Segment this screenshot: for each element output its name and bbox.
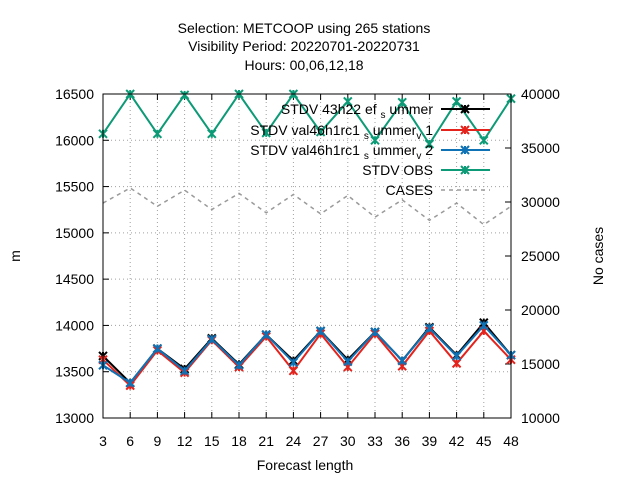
data-point (451, 358, 462, 369)
legend-entry: CASES (386, 182, 490, 198)
legend-marker (460, 145, 470, 155)
data-point (397, 355, 407, 366)
legend-label: STDV OBS (362, 162, 433, 178)
x-tick-label: 6 (126, 433, 134, 449)
data-point (152, 343, 163, 354)
data-point (179, 90, 190, 100)
x-tick-label: 21 (258, 433, 274, 449)
y-tick-label: 13500 (55, 364, 94, 380)
data-point (397, 97, 407, 108)
data-point (479, 320, 489, 331)
x-tick-label: 24 (286, 433, 302, 449)
legend-entry: STDV val46h1rc1 s ummerv 2 (250, 142, 490, 162)
title: Selection: METCOOP using 265 stations Vi… (178, 20, 431, 73)
legend-marker (460, 165, 470, 175)
data-point (479, 135, 489, 145)
data-point (424, 139, 435, 149)
series-line (102, 187, 512, 226)
legend-marker (460, 104, 470, 114)
data-point (207, 334, 217, 345)
y2-tick-label: 25000 (521, 248, 560, 264)
y-axis-ticks: 13000 13500 14000 14500 15000 15500 16000 16500 (55, 86, 109, 426)
x-tick-label: 12 (177, 433, 193, 449)
y2-tick-label: 40000 (521, 86, 560, 102)
data-point (207, 129, 217, 139)
y2-tick-label: 10000 (521, 410, 560, 426)
data-point (451, 96, 462, 107)
y-tick-label: 16000 (55, 132, 94, 148)
data-point (315, 127, 326, 137)
y2-tick-label: 20000 (521, 302, 560, 318)
grid (103, 94, 511, 418)
data-point (152, 129, 163, 139)
data-point (261, 128, 271, 138)
y-axis-label: m (7, 250, 23, 262)
x-axis-label: Forecast length (257, 457, 354, 473)
data-point (343, 96, 353, 107)
x-tick-label: 36 (394, 433, 410, 449)
x-tick-label: 3 (99, 433, 107, 449)
series-cases (102, 187, 512, 226)
data-point (179, 366, 190, 376)
data-point (288, 357, 299, 368)
x-tick-label: 18 (231, 433, 247, 449)
x-tick-label: 42 (449, 433, 465, 449)
y2-tick-label: 30000 (521, 194, 560, 210)
data-point (234, 360, 244, 370)
series-line (102, 329, 512, 388)
y-tick-label: 14000 (55, 317, 94, 333)
legend-label: STDV val46h1rc1 s ummerv 1 (250, 122, 433, 142)
title-line-1: Selection: METCOOP using 265 stations (178, 20, 431, 36)
data-point (424, 323, 435, 333)
x-tick-label: 48 (503, 433, 519, 449)
series-line (102, 323, 512, 385)
legend-label: CASES (386, 182, 433, 198)
series-stdv-val46h1rc1-summer-v1 (98, 326, 516, 391)
legend-entry: STDV OBS (362, 162, 490, 178)
x-axis-ticks: 3 6 9 12 15 18 21 24 27 30 33 36 39 42 45 48 (99, 94, 519, 449)
x-tick-label: 45 (476, 433, 492, 449)
title-line-2: Visibility Period: 20220701-20220731 (188, 38, 420, 54)
y2-tick-label: 15000 (521, 356, 560, 372)
y-tick-label: 14500 (55, 271, 94, 287)
x-tick-label: 33 (367, 433, 383, 449)
y2-tick-label: 35000 (521, 140, 560, 156)
x-tick-label: 27 (313, 433, 329, 449)
data-point (370, 135, 380, 145)
plot-frame (102, 93, 512, 419)
y-tick-label: 15000 (55, 225, 94, 241)
series-stdv-obs (98, 89, 516, 149)
legend-label: STDV val46h1rc1 s ummerv 2 (250, 142, 433, 162)
data-point (343, 356, 353, 367)
y-tick-label: 15500 (55, 179, 94, 195)
data-point (261, 329, 271, 340)
legend-marker (460, 125, 470, 135)
series-stdv-val46h1rc1-summer-v2 (98, 320, 516, 388)
x-tick-label: 9 (154, 433, 162, 449)
x-tick-label: 30 (340, 433, 356, 449)
data-point (370, 327, 380, 337)
legend-entry: STDV 43h22 ef s ummer (281, 101, 490, 121)
legend-label: STDV 43h22 ef s ummer (281, 101, 433, 121)
title-line-3: Hours: 00,06,12,18 (244, 57, 363, 73)
data-point (451, 351, 462, 361)
legend-entry: STDV val46h1rc1 s ummerv 1 (250, 122, 490, 142)
x-tick-label: 15 (204, 433, 220, 449)
y2-axis-label: No cases (590, 227, 606, 285)
data-point (315, 326, 326, 336)
y-tick-label: 16500 (55, 86, 94, 102)
y2-axis-ticks: 10000 15000 20000 25000 30000 35000 40000 (505, 86, 560, 426)
data-point (125, 378, 135, 388)
series-line (102, 92, 512, 146)
y-tick-label: 13000 (55, 410, 94, 426)
data-point (288, 366, 299, 376)
x-tick-label: 39 (422, 433, 438, 449)
